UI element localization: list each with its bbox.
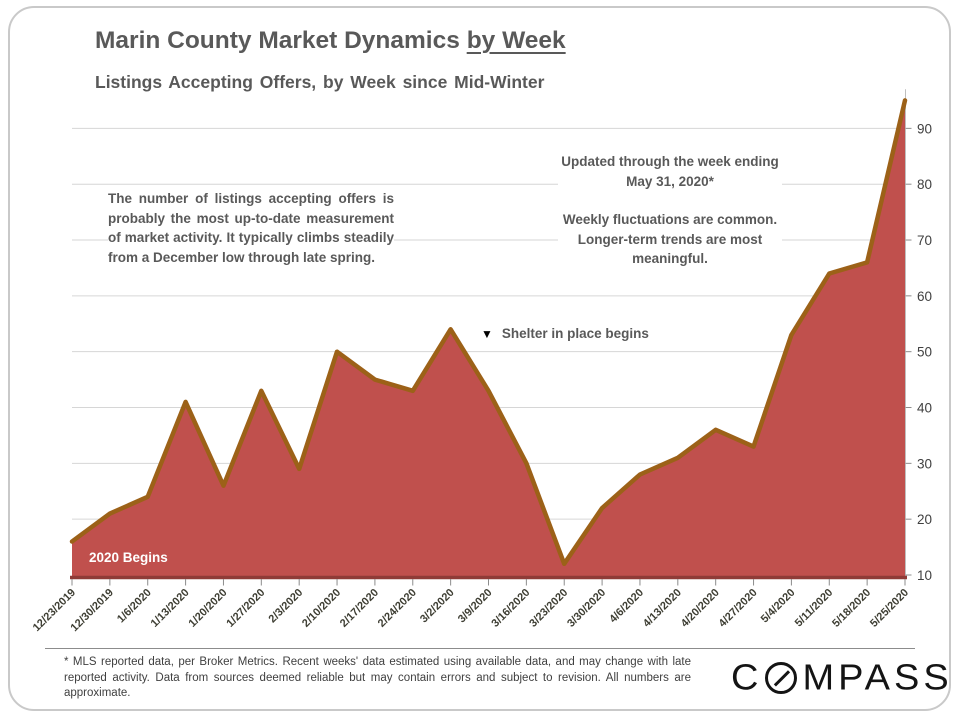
svg-text:4/13/2020: 4/13/2020 [641, 587, 684, 630]
shelter-annotation-label: Shelter in place begins [501, 326, 649, 341]
updated-note: Updated through the week ending May 31, … [561, 154, 779, 189]
svg-text:50: 50 [917, 345, 932, 360]
svg-text:30: 30 [917, 456, 932, 471]
svg-text:4/20/2020: 4/20/2020 [679, 587, 722, 630]
footer-divider [45, 648, 915, 649]
fluctuations-note: Weekly fluctuations are common. Longer-t… [562, 212, 778, 266]
svg-text:40: 40 [917, 401, 932, 416]
svg-text:3/2/2020: 3/2/2020 [418, 587, 457, 626]
svg-text:60: 60 [917, 289, 932, 304]
year-begins-label: 2020 Begins [89, 550, 168, 565]
svg-text:80: 80 [917, 177, 932, 192]
svg-text:70: 70 [917, 233, 932, 248]
svg-text:2/10/2020: 2/10/2020 [300, 587, 343, 630]
svg-text:4/6/2020: 4/6/2020 [607, 587, 646, 626]
compass-logo: C MPASS [731, 659, 953, 697]
down-triangle-icon: ▼ [481, 326, 493, 341]
page-title-prefix: Marin County Market Dynamics [95, 27, 467, 54]
svg-text:2/3/2020: 2/3/2020 [267, 587, 306, 626]
svg-text:5/4/2020: 5/4/2020 [759, 587, 798, 626]
svg-text:3/30/2020: 3/30/2020 [565, 587, 608, 630]
svg-text:1/13/2020: 1/13/2020 [149, 587, 192, 630]
svg-text:3/9/2020: 3/9/2020 [456, 587, 495, 626]
svg-text:5/25/2020: 5/25/2020 [868, 587, 911, 630]
footer-disclaimer: * MLS reported data, per Broker Metrics.… [64, 656, 691, 699]
chart-subtitle: Listings Accepting Offers, by Week since… [95, 72, 545, 92]
svg-text:90: 90 [917, 121, 932, 136]
shelter-annotation: ▼ Shelter in place begins [481, 326, 649, 341]
svg-text:1/27/2020: 1/27/2020 [224, 587, 267, 630]
compass-logo-text-c: C [731, 657, 763, 699]
svg-text:2/24/2020: 2/24/2020 [376, 587, 419, 630]
svg-text:3/23/2020: 3/23/2020 [527, 587, 570, 630]
svg-text:5/18/2020: 5/18/2020 [830, 587, 873, 630]
page-title-underlined: by Week [466, 27, 566, 54]
right-note: Updated through the week ending May 31, … [558, 152, 782, 269]
svg-text:1/20/2020: 1/20/2020 [186, 587, 229, 630]
svg-text:3/16/2020: 3/16/2020 [489, 587, 532, 630]
svg-text:4/27/2020: 4/27/2020 [717, 587, 760, 630]
svg-text:2/17/2020: 2/17/2020 [338, 587, 381, 630]
page-title: Marin County Market Dynamics by Week [95, 27, 566, 55]
svg-text:1/6/2020: 1/6/2020 [115, 587, 154, 626]
svg-text:5/11/2020: 5/11/2020 [793, 587, 836, 630]
compass-o-icon [765, 662, 798, 694]
svg-text:10: 10 [917, 568, 932, 583]
svg-text:20: 20 [917, 512, 932, 527]
compass-logo-text-mpass: MPASS [802, 657, 953, 699]
left-note: The number of listings accepting offers … [108, 189, 394, 267]
